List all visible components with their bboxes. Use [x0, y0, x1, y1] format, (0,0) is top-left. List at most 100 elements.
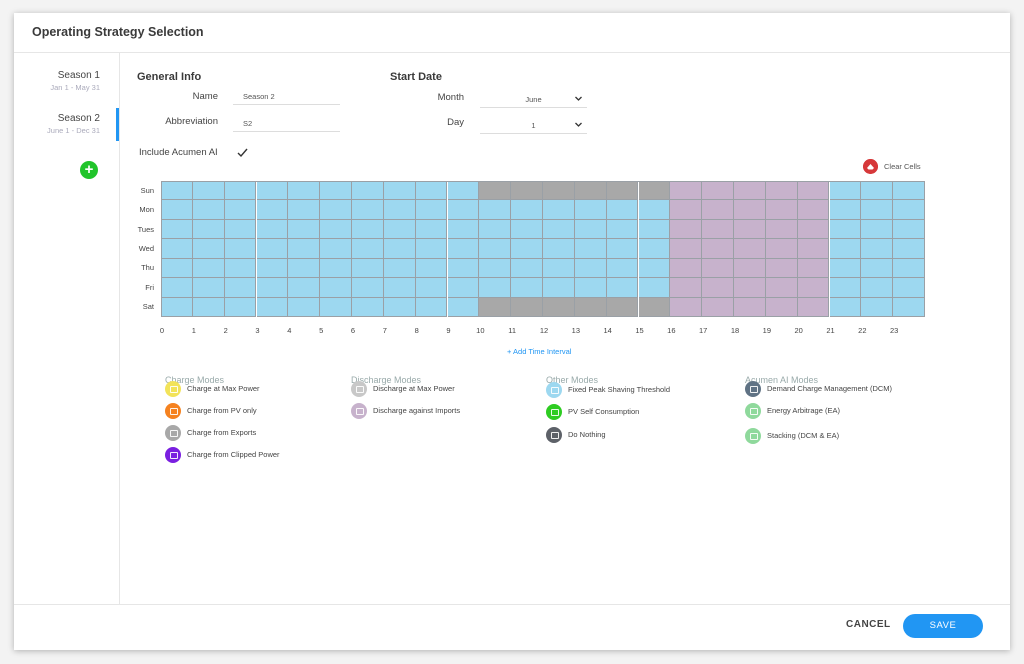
- schedule-cell[interactable]: [479, 219, 512, 240]
- schedule-cell[interactable]: [574, 200, 607, 220]
- schedule-cell[interactable]: [511, 239, 543, 259]
- schedule-cell[interactable]: [288, 297, 321, 317]
- schedule-cell[interactable]: [415, 297, 448, 317]
- schedule-cell[interactable]: [383, 219, 416, 240]
- schedule-cell[interactable]: [638, 200, 671, 220]
- schedule-cell[interactable]: [479, 200, 512, 220]
- schedule-cell[interactable]: [734, 258, 766, 279]
- schedule-cell[interactable]: [765, 219, 798, 240]
- schedule-cell[interactable]: [352, 200, 384, 220]
- schedule-cell[interactable]: [479, 181, 512, 201]
- schedule-cell[interactable]: [702, 239, 734, 259]
- schedule-cell[interactable]: [511, 181, 543, 201]
- schedule-cell[interactable]: [415, 181, 448, 201]
- schedule-cell[interactable]: [765, 239, 798, 259]
- schedule-cell[interactable]: [670, 200, 703, 220]
- schedule-cell[interactable]: [320, 278, 352, 298]
- schedule-cell[interactable]: [256, 297, 289, 317]
- schedule-cell[interactable]: [224, 297, 257, 317]
- schedule-cell[interactable]: [288, 258, 321, 279]
- schedule-cell[interactable]: [606, 200, 639, 220]
- schedule-cell[interactable]: [861, 181, 894, 201]
- schedule-cell[interactable]: [734, 219, 766, 240]
- schedule-cell[interactable]: [861, 239, 894, 259]
- schedule-cell[interactable]: [256, 239, 289, 259]
- schedule-cell[interactable]: [352, 219, 384, 240]
- schedule-cell[interactable]: [352, 239, 384, 259]
- schedule-cell[interactable]: [415, 258, 448, 279]
- schedule-cell[interactable]: [161, 200, 193, 220]
- schedule-cell[interactable]: [192, 297, 225, 317]
- schedule-cell[interactable]: [447, 219, 480, 240]
- schedule-cell[interactable]: [224, 200, 257, 220]
- schedule-cell[interactable]: [702, 181, 734, 201]
- schedule-cell[interactable]: [893, 181, 925, 201]
- schedule-cell[interactable]: [765, 258, 798, 279]
- schedule-cell[interactable]: [702, 258, 734, 279]
- schedule-cell[interactable]: [288, 239, 321, 259]
- schedule-cell[interactable]: [383, 239, 416, 259]
- schedule-cell[interactable]: [606, 278, 639, 298]
- schedule-cell[interactable]: [288, 278, 321, 298]
- schedule-cell[interactable]: [192, 258, 225, 279]
- schedule-cell[interactable]: [224, 219, 257, 240]
- schedule-cell[interactable]: [447, 239, 480, 259]
- schedule-cell[interactable]: [829, 219, 862, 240]
- schedule-cell[interactable]: [638, 239, 671, 259]
- schedule-cell[interactable]: [797, 239, 830, 259]
- schedule-cell[interactable]: [670, 258, 703, 279]
- add-season-button[interactable]: +: [80, 161, 98, 179]
- schedule-cell[interactable]: [574, 297, 607, 317]
- schedule-cell[interactable]: [702, 297, 734, 317]
- schedule-cell[interactable]: [797, 181, 830, 201]
- schedule-cell[interactable]: [670, 278, 703, 298]
- schedule-cell[interactable]: [161, 278, 193, 298]
- schedule-cell[interactable]: [829, 297, 862, 317]
- schedule-cell[interactable]: [479, 297, 512, 317]
- schedule-cell[interactable]: [383, 181, 416, 201]
- schedule-cell[interactable]: [256, 278, 289, 298]
- schedule-cell[interactable]: [543, 181, 575, 201]
- schedule-cell[interactable]: [606, 219, 639, 240]
- schedule-cell[interactable]: [511, 278, 543, 298]
- schedule-cell[interactable]: [638, 219, 671, 240]
- schedule-cell[interactable]: [702, 219, 734, 240]
- schedule-cell[interactable]: [224, 258, 257, 279]
- schedule-cell[interactable]: [192, 239, 225, 259]
- day-select[interactable]: 1: [480, 117, 587, 134]
- schedule-cell[interactable]: [861, 297, 894, 317]
- schedule-grid[interactable]: [161, 181, 925, 317]
- schedule-cell[interactable]: [893, 278, 925, 298]
- schedule-cell[interactable]: [670, 239, 703, 259]
- schedule-cell[interactable]: [320, 297, 352, 317]
- schedule-cell[interactable]: [511, 297, 543, 317]
- schedule-cell[interactable]: [256, 200, 289, 220]
- schedule-cell[interactable]: [893, 239, 925, 259]
- schedule-cell[interactable]: [161, 181, 193, 201]
- schedule-cell[interactable]: [352, 258, 384, 279]
- schedule-cell[interactable]: [797, 258, 830, 279]
- schedule-cell[interactable]: [797, 200, 830, 220]
- schedule-cell[interactable]: [574, 258, 607, 279]
- schedule-cell[interactable]: [765, 278, 798, 298]
- month-select[interactable]: June: [480, 91, 587, 108]
- schedule-cell[interactable]: [161, 239, 193, 259]
- schedule-cell[interactable]: [574, 181, 607, 201]
- add-time-interval-link[interactable]: + Add Time Interval: [507, 347, 572, 356]
- schedule-cell[interactable]: [574, 278, 607, 298]
- schedule-cell[interactable]: [861, 278, 894, 298]
- schedule-cell[interactable]: [320, 239, 352, 259]
- schedule-cell[interactable]: [574, 219, 607, 240]
- schedule-cell[interactable]: [765, 200, 798, 220]
- schedule-cell[interactable]: [192, 181, 225, 201]
- schedule-cell[interactable]: [734, 239, 766, 259]
- schedule-cell[interactable]: [320, 181, 352, 201]
- schedule-cell[interactable]: [670, 181, 703, 201]
- schedule-cell[interactable]: [383, 200, 416, 220]
- schedule-cell[interactable]: [797, 278, 830, 298]
- schedule-cell[interactable]: [447, 278, 480, 298]
- schedule-cell[interactable]: [829, 278, 862, 298]
- schedule-cell[interactable]: [256, 219, 289, 240]
- schedule-cell[interactable]: [415, 219, 448, 240]
- schedule-cell[interactable]: [829, 200, 862, 220]
